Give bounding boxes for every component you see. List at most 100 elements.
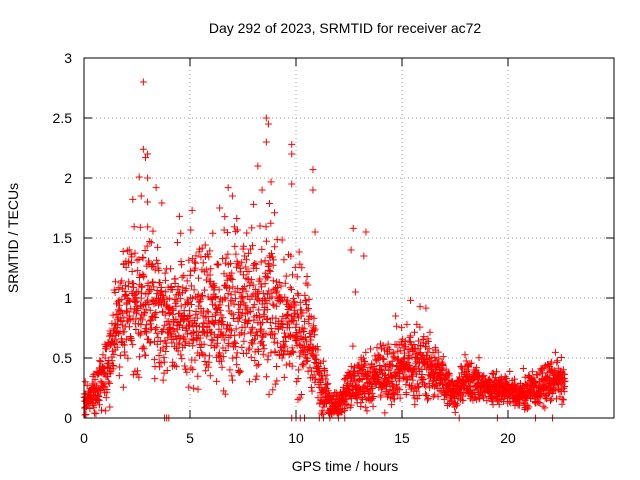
data-point <box>269 277 277 285</box>
data-point <box>560 396 568 404</box>
data-point <box>255 360 263 368</box>
data-point <box>396 394 404 402</box>
data-point <box>531 378 539 386</box>
data-point <box>154 334 162 342</box>
data-point <box>349 224 357 232</box>
data-point <box>415 382 423 390</box>
data-point <box>237 312 245 320</box>
data-point <box>185 256 193 264</box>
data-point <box>156 363 164 371</box>
data-point <box>139 145 147 153</box>
data-point <box>240 283 248 291</box>
data-point <box>297 335 305 343</box>
data-point <box>226 322 234 330</box>
data-point <box>106 379 114 387</box>
data-point <box>479 372 487 380</box>
data-point <box>271 330 279 338</box>
data-point <box>162 348 170 356</box>
data-point <box>421 381 429 389</box>
data-point <box>271 209 279 217</box>
data-point <box>190 384 198 392</box>
data-point <box>295 340 303 348</box>
data-point <box>287 252 295 260</box>
data-point <box>424 395 432 403</box>
data-point <box>169 310 177 318</box>
data-point <box>278 354 286 362</box>
data-point <box>558 395 566 403</box>
data-point <box>221 213 229 221</box>
data-point <box>248 324 256 332</box>
data-point <box>309 166 317 174</box>
data-point <box>228 276 236 284</box>
data-point <box>235 368 243 376</box>
data-point <box>119 383 127 391</box>
data-point <box>292 320 300 328</box>
data-point <box>400 374 408 382</box>
data-point <box>257 325 265 333</box>
data-point <box>296 352 304 360</box>
data-point <box>293 273 301 281</box>
data-point <box>215 286 223 294</box>
data-point <box>123 308 131 316</box>
data-point <box>434 348 442 356</box>
data-point <box>174 290 182 298</box>
data-point <box>398 335 406 343</box>
data-point <box>173 326 181 334</box>
data-point <box>133 297 141 305</box>
data-point <box>267 325 275 333</box>
data-point <box>255 297 263 305</box>
data-point <box>114 320 122 328</box>
data-point <box>161 321 169 329</box>
data-point <box>253 362 261 370</box>
data-point <box>161 276 169 284</box>
data-point <box>249 242 257 250</box>
data-point <box>245 346 253 354</box>
data-point <box>211 293 219 301</box>
data-point <box>182 365 190 373</box>
data-point <box>369 402 377 410</box>
data-point <box>191 259 199 267</box>
data-point <box>242 349 250 357</box>
data-point <box>138 283 146 291</box>
data-point <box>414 383 422 391</box>
data-point <box>264 315 272 323</box>
data-point <box>243 229 251 237</box>
data-point <box>294 310 302 318</box>
data-point <box>194 372 202 380</box>
data-point <box>177 258 185 266</box>
data-point <box>412 350 420 358</box>
data-point <box>541 404 549 412</box>
data-point <box>119 247 127 255</box>
data-point <box>296 298 304 306</box>
data-point <box>169 358 177 366</box>
data-point <box>206 247 214 255</box>
data-point <box>259 341 267 349</box>
data-point <box>238 258 246 266</box>
data-point <box>282 337 290 345</box>
data-point <box>561 370 569 378</box>
data-point <box>232 228 240 236</box>
data-point <box>271 380 279 388</box>
data-point <box>181 341 189 349</box>
data-point <box>159 376 167 384</box>
data-point <box>246 307 254 315</box>
data-point <box>258 283 266 291</box>
data-point <box>411 401 419 409</box>
data-point <box>262 237 270 245</box>
data-point <box>300 342 308 350</box>
data-point <box>153 323 161 331</box>
data-point <box>294 374 302 382</box>
data-point <box>198 244 206 252</box>
data-point <box>414 337 422 345</box>
data-point <box>384 340 392 348</box>
data-point <box>176 334 184 342</box>
data-point <box>152 184 160 192</box>
data-point <box>378 345 386 353</box>
data-point <box>199 259 207 267</box>
data-point <box>216 306 224 314</box>
data-point <box>187 364 195 372</box>
data-point <box>92 410 100 418</box>
data-point <box>127 336 135 344</box>
data-point <box>134 266 142 274</box>
